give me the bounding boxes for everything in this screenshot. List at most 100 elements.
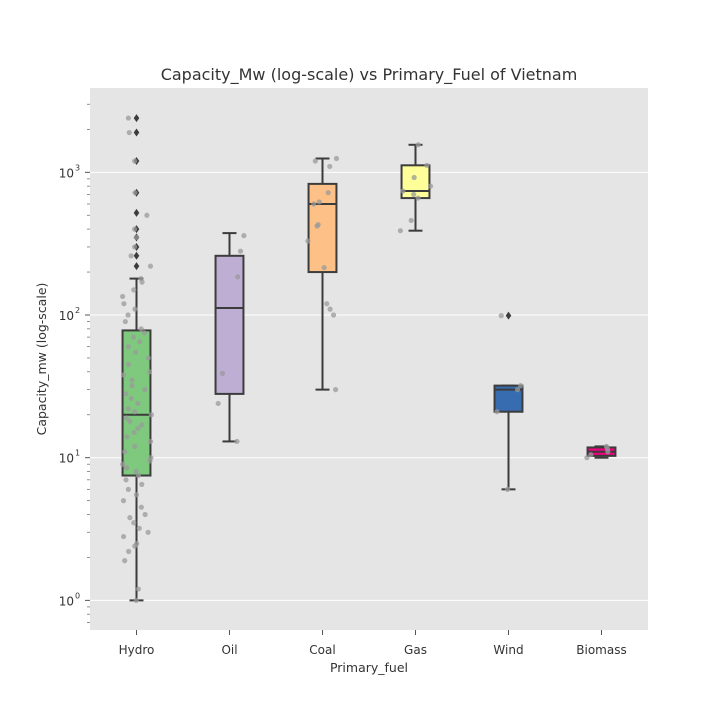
data-point bbox=[127, 515, 133, 521]
data-point bbox=[120, 372, 127, 378]
data-point bbox=[120, 498, 127, 504]
data-point bbox=[138, 326, 144, 332]
data-point bbox=[311, 201, 317, 207]
data-point bbox=[237, 248, 244, 254]
data-point bbox=[219, 370, 226, 376]
box-plots bbox=[120, 114, 617, 603]
data-point bbox=[215, 400, 221, 407]
box-group-gas bbox=[397, 142, 434, 234]
data-point bbox=[125, 344, 131, 350]
data-point bbox=[333, 155, 340, 162]
data-point bbox=[144, 212, 150, 218]
plot-area bbox=[90, 88, 648, 630]
data-point bbox=[131, 520, 137, 526]
data-point bbox=[327, 306, 333, 312]
grid-lines bbox=[90, 171, 648, 601]
data-point bbox=[305, 238, 311, 244]
data-point bbox=[120, 461, 126, 467]
data-point bbox=[142, 511, 148, 518]
data-point bbox=[139, 481, 145, 487]
data-point bbox=[136, 525, 142, 531]
data-point bbox=[127, 418, 133, 424]
data-point bbox=[133, 468, 139, 475]
data-point bbox=[148, 412, 155, 418]
data-point bbox=[133, 234, 139, 240]
data-point bbox=[145, 355, 151, 361]
data-point bbox=[145, 529, 151, 535]
data-point bbox=[125, 486, 131, 492]
data-point bbox=[137, 339, 143, 345]
data-point bbox=[234, 438, 240, 445]
data-point bbox=[132, 244, 138, 250]
data-point bbox=[128, 253, 134, 259]
x-axis-label: Primary_fuel bbox=[330, 660, 408, 675]
box-group-wind bbox=[493, 311, 524, 492]
data-point bbox=[133, 349, 139, 355]
data-point bbox=[132, 409, 138, 415]
data-point bbox=[327, 163, 333, 170]
outlier-marker bbox=[133, 114, 140, 123]
data-point bbox=[504, 486, 511, 492]
y-tick-exponent: 0 bbox=[75, 591, 80, 600]
x-tick-label: Oil bbox=[221, 643, 237, 657]
data-point bbox=[518, 383, 524, 389]
data-point bbox=[125, 312, 131, 318]
y-tick-exponent: 2 bbox=[75, 306, 80, 315]
box-group-biomass bbox=[584, 443, 617, 461]
data-point bbox=[147, 438, 154, 445]
data-point bbox=[135, 400, 141, 407]
data-point bbox=[321, 264, 327, 271]
data-point bbox=[141, 330, 148, 336]
data-point bbox=[424, 162, 430, 168]
data-point bbox=[128, 395, 134, 402]
data-point bbox=[122, 318, 128, 325]
data-point bbox=[498, 313, 504, 319]
data-point bbox=[132, 158, 138, 164]
data-point bbox=[124, 434, 130, 440]
data-point bbox=[129, 383, 135, 389]
outlier-marker bbox=[133, 262, 140, 271]
data-point bbox=[139, 422, 145, 428]
x-tick-label: Hydro bbox=[119, 643, 155, 657]
data-point bbox=[131, 287, 137, 293]
box-group-hydro bbox=[120, 114, 155, 603]
data-point bbox=[132, 306, 138, 312]
outlier-marker bbox=[505, 311, 512, 320]
data-point bbox=[125, 115, 132, 121]
data-point bbox=[146, 369, 153, 375]
data-point bbox=[588, 452, 594, 458]
x-axis: Hydro Oil Coal Gas Wind Biomass bbox=[119, 630, 627, 657]
data-point bbox=[494, 409, 500, 415]
data-point bbox=[121, 301, 127, 307]
data-point bbox=[408, 217, 414, 224]
x-tick-label: Biomass bbox=[576, 643, 626, 657]
data-point bbox=[132, 443, 138, 449]
data-point bbox=[120, 533, 127, 540]
outlier-marker bbox=[133, 208, 140, 217]
data-point bbox=[123, 465, 130, 471]
data-point bbox=[315, 222, 321, 228]
box-group-coal bbox=[305, 155, 340, 393]
data-point bbox=[123, 415, 129, 421]
box-group-oil bbox=[214, 232, 247, 445]
y-tick-label: 10 bbox=[59, 452, 74, 466]
data-point bbox=[397, 228, 403, 234]
data-point bbox=[333, 387, 339, 393]
data-point bbox=[132, 226, 138, 232]
data-point bbox=[125, 406, 131, 412]
data-point bbox=[584, 455, 590, 461]
data-point bbox=[415, 142, 421, 148]
data-point bbox=[135, 472, 141, 479]
y-tick-label: 10 bbox=[59, 309, 74, 323]
data-point bbox=[324, 301, 330, 307]
data-point bbox=[130, 334, 137, 340]
data-point bbox=[241, 233, 247, 239]
data-point bbox=[330, 312, 337, 318]
outlier-marker bbox=[133, 128, 140, 137]
data-point bbox=[427, 183, 434, 189]
data-point bbox=[235, 274, 241, 280]
data-point bbox=[325, 190, 331, 196]
